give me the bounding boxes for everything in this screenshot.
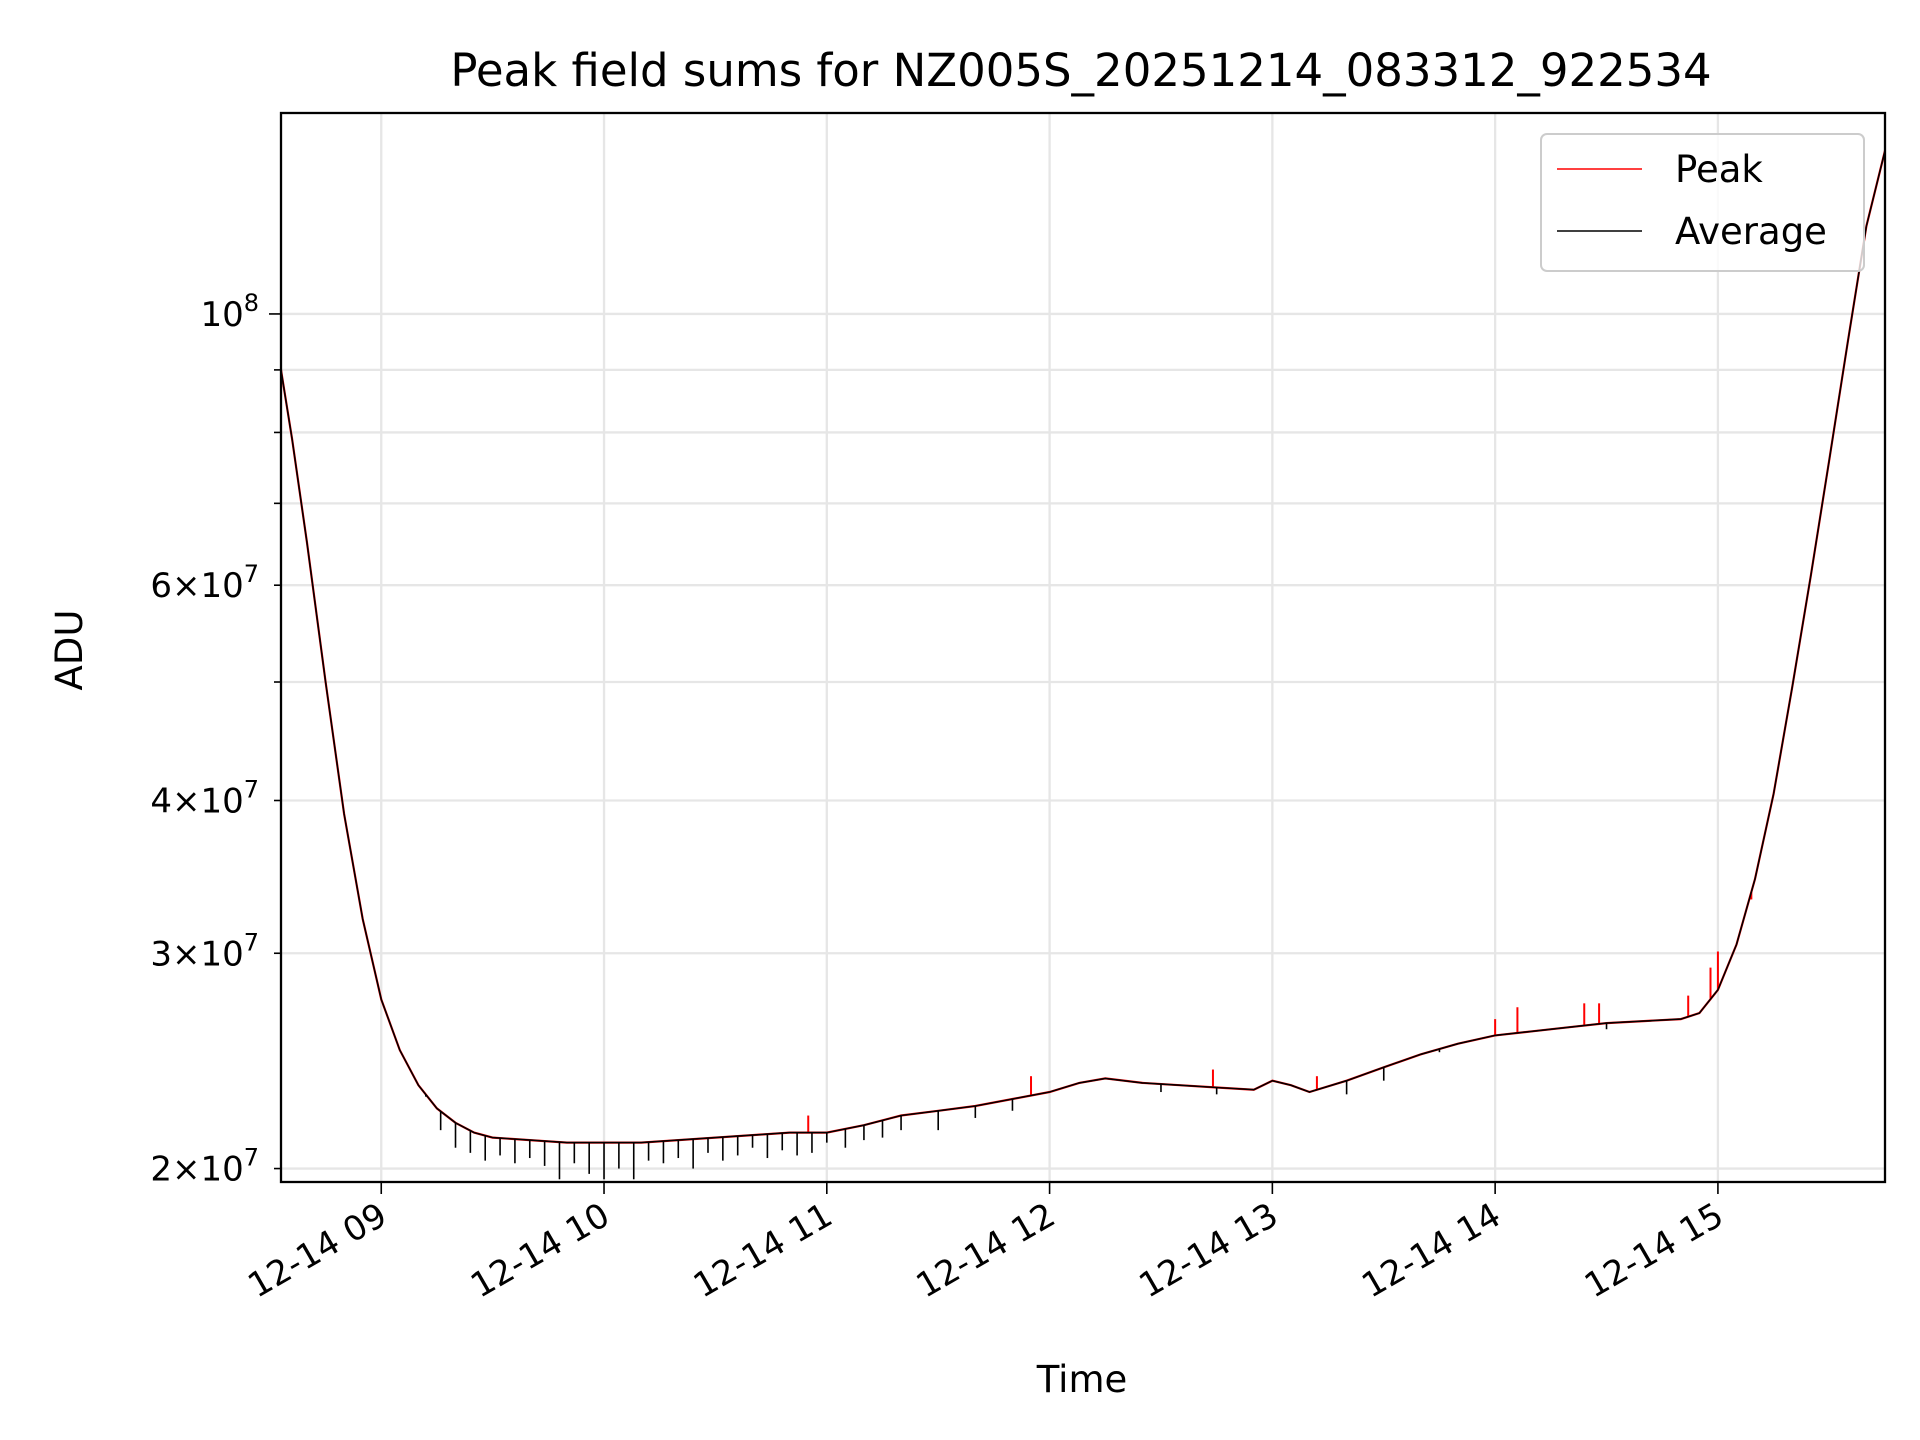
axes-frame: [279, 111, 1887, 1184]
average-series-line: [280, 150, 1886, 1144]
plot-area: [279, 150, 1887, 1180]
y-tick-label: 6×107: [150, 560, 259, 606]
y-tick-label: 4×107: [150, 775, 259, 821]
y-axis-label: ADU: [48, 610, 91, 691]
chart-title: Peak field sums for NZ005S_20251214_0833…: [450, 44, 1711, 97]
legend-label-peak: Peak: [1675, 148, 1763, 191]
legend-label-average: Average: [1675, 210, 1827, 253]
legend: Peak Average: [1540, 133, 1865, 272]
y-tick-label: 2×107: [150, 1144, 259, 1190]
x-axis-label: Time: [1036, 1358, 1128, 1401]
grid: [281, 113, 1885, 1182]
y-tick-label: 3×107: [150, 928, 259, 974]
